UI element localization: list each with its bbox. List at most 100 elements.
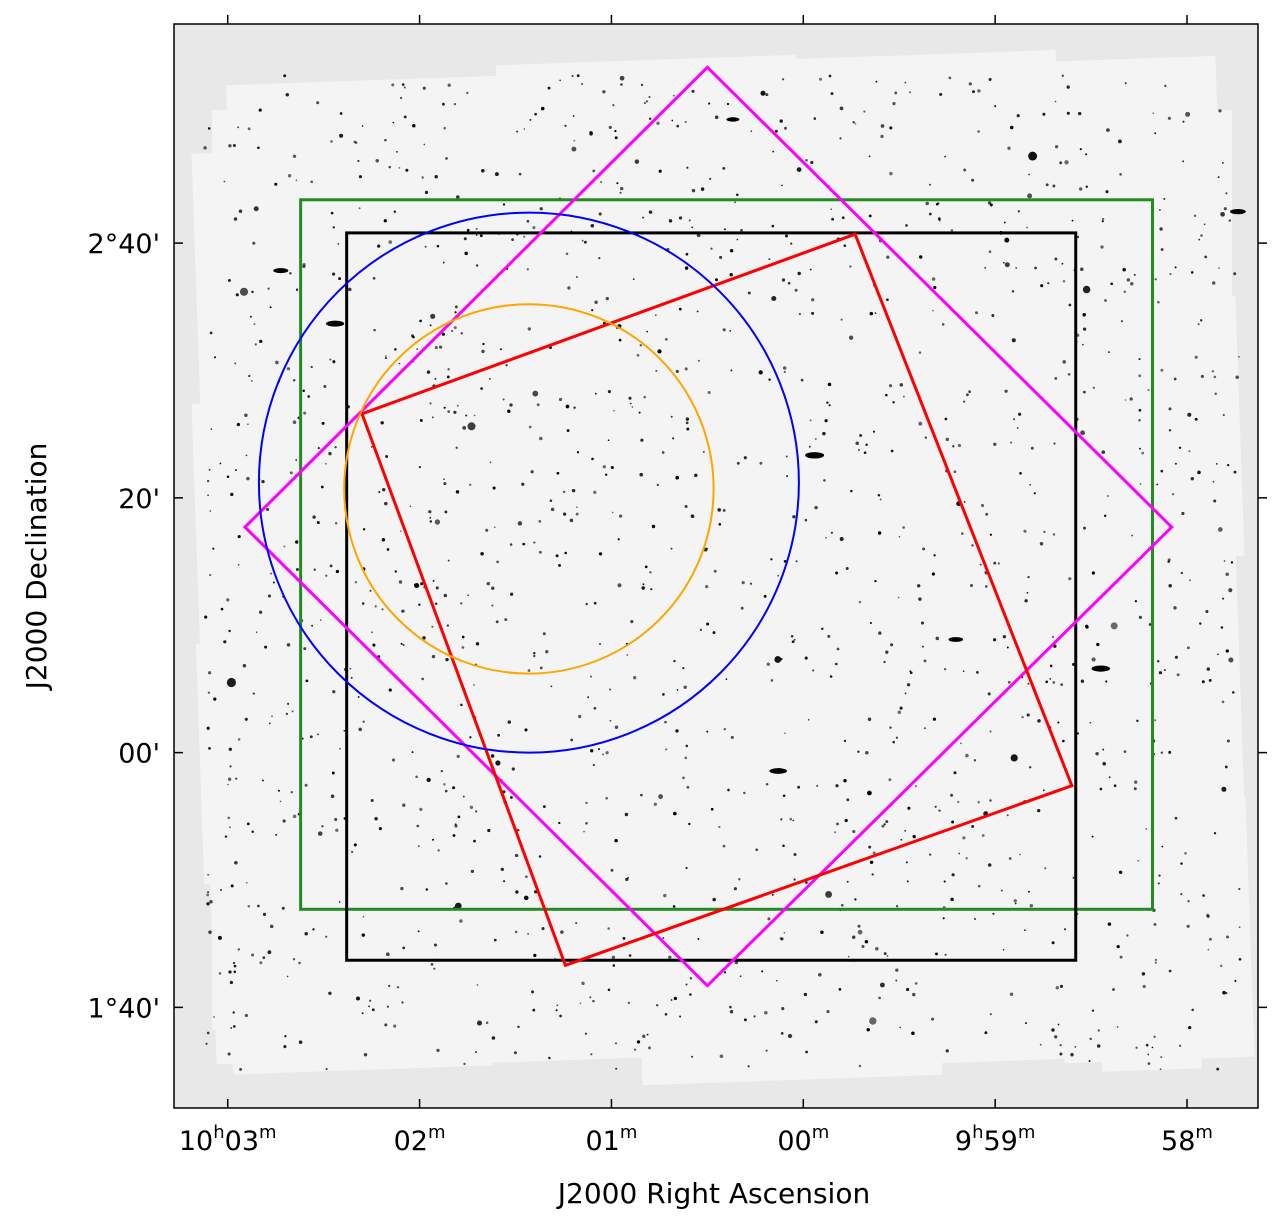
star [1102, 762, 1106, 766]
star [473, 839, 476, 843]
star [285, 712, 289, 716]
star [630, 402, 632, 405]
star [781, 184, 783, 187]
star [784, 126, 787, 130]
star [911, 1031, 915, 1036]
star [662, 937, 665, 939]
star [232, 143, 236, 148]
star [852, 121, 855, 124]
star [814, 505, 818, 510]
star [525, 875, 528, 878]
star [950, 793, 954, 797]
star [436, 244, 440, 248]
star [625, 877, 629, 882]
star [936, 202, 940, 205]
star [1206, 913, 1210, 917]
star [302, 263, 306, 267]
star [419, 418, 423, 422]
star [393, 210, 397, 213]
star [1153, 1035, 1156, 1038]
star [576, 451, 580, 454]
star [868, 845, 872, 849]
star [1201, 680, 1205, 684]
star [722, 508, 726, 512]
star [593, 601, 597, 605]
star [353, 843, 357, 847]
star [206, 893, 210, 897]
star [783, 931, 786, 934]
star [914, 982, 918, 985]
star [517, 1025, 520, 1029]
star [718, 523, 722, 526]
star [452, 786, 456, 790]
star [840, 318, 843, 321]
star [227, 278, 231, 282]
star [1141, 451, 1144, 455]
star [1138, 408, 1142, 412]
star [1026, 592, 1029, 594]
star [714, 115, 719, 120]
star [818, 973, 822, 977]
star [1168, 583, 1172, 588]
star [797, 271, 801, 276]
star [782, 78, 785, 81]
star [355, 141, 358, 144]
star [685, 866, 688, 870]
star [689, 993, 692, 996]
star [984, 266, 987, 269]
star [957, 800, 960, 804]
star [1214, 392, 1217, 396]
star [1211, 370, 1215, 373]
star [334, 521, 338, 525]
star [928, 212, 932, 216]
star [684, 367, 688, 371]
star [204, 615, 208, 619]
star [1159, 1068, 1162, 1071]
star [286, 367, 291, 371]
star [530, 470, 534, 474]
star [628, 954, 632, 957]
star [402, 643, 405, 646]
star [851, 935, 856, 939]
star [613, 409, 615, 412]
star [559, 1014, 562, 1018]
star [1138, 374, 1142, 378]
star [977, 130, 980, 133]
star [883, 823, 886, 826]
star [539, 207, 543, 211]
star [409, 505, 412, 508]
star [859, 434, 862, 437]
star [948, 637, 964, 642]
star [1154, 961, 1157, 964]
star [228, 629, 231, 633]
star [466, 228, 470, 232]
star [488, 377, 491, 380]
star [1219, 964, 1223, 968]
star [614, 136, 618, 140]
plot-frame [173, 23, 1259, 1109]
star [358, 727, 362, 732]
star [593, 490, 597, 494]
star [628, 396, 632, 400]
star [1060, 683, 1064, 686]
star [304, 783, 308, 787]
star [1131, 534, 1134, 537]
star [648, 1046, 651, 1050]
star [500, 867, 504, 872]
star [598, 256, 601, 260]
star [789, 817, 793, 821]
star [790, 635, 794, 638]
star [877, 531, 882, 535]
star [975, 670, 979, 674]
tick-labels: 10h03m 02m 01m 00m 9h59m 58m 2°40' 20' 00' 1°40' [88, 229, 1213, 1157]
star [237, 564, 240, 566]
star [206, 479, 210, 483]
star [826, 401, 829, 404]
star [591, 309, 594, 312]
star [585, 801, 588, 805]
star [385, 455, 389, 458]
star [1066, 111, 1070, 115]
star [284, 1034, 287, 1038]
star [311, 624, 314, 627]
star [1217, 176, 1220, 179]
